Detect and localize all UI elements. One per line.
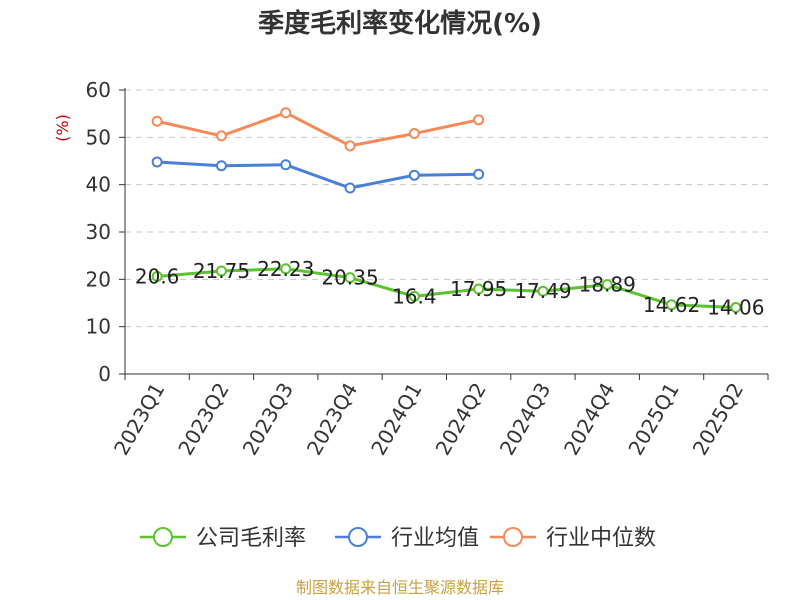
series-line-2 bbox=[156, 111, 479, 148]
series-1-point-2023Q1 bbox=[151, 156, 163, 168]
legend-item-2: 行业中位数 bbox=[490, 526, 656, 551]
series-lines bbox=[151, 107, 742, 313]
grid-lines bbox=[125, 89, 768, 328]
data-label-2024Q3: 17.49 bbox=[514, 279, 571, 303]
x-tick-label-2025Q2: 2025Q2 bbox=[688, 379, 748, 460]
legend-label-2: 行业中位数 bbox=[546, 526, 656, 551]
y-axis-label: (%) bbox=[53, 114, 72, 142]
data-label-2023Q4: 20.35 bbox=[321, 266, 378, 290]
series-1-point-2023Q4 bbox=[344, 182, 356, 194]
series-1-point-2024Q2 bbox=[473, 168, 485, 180]
data-label-2025Q2: 14.06 bbox=[707, 295, 764, 319]
legend-marker-2 bbox=[503, 527, 523, 547]
legend-item-1: 行业均值 bbox=[335, 526, 479, 551]
series-1-point-2023Q2 bbox=[215, 160, 227, 172]
series-line-0 bbox=[157, 267, 736, 309]
x-tick-label-2023Q2: 2023Q2 bbox=[173, 379, 233, 460]
x-tick-label-2025Q1: 2025Q1 bbox=[623, 379, 683, 460]
series-line-1 bbox=[157, 160, 479, 190]
x-tick-label-2023Q1: 2023Q1 bbox=[109, 379, 169, 460]
series-0-point-2024Q3 bbox=[537, 285, 549, 297]
data-label-2024Q1: 16.4 bbox=[392, 284, 437, 308]
y-tick-label-0: 0 bbox=[98, 362, 111, 386]
data-label-2025Q1: 14.62 bbox=[643, 293, 700, 317]
series-1-point-2024Q1 bbox=[408, 169, 420, 181]
x-tick-label-2023Q4: 2023Q4 bbox=[302, 379, 362, 460]
series-0-point-2023Q4 bbox=[344, 272, 356, 284]
data-label-2024Q4: 18.89 bbox=[579, 273, 636, 297]
series-0-point-2025Q1 bbox=[666, 299, 678, 311]
data-label-2023Q2: 21.75 bbox=[193, 259, 250, 283]
series-2-point-2023Q3 bbox=[280, 107, 292, 119]
data-labels: 20.6 21.75 22.23 20.35 16.4 17.95 17.49 18.89 14… bbox=[135, 257, 765, 320]
data-label-2023Q3: 22.23 bbox=[257, 257, 314, 281]
series-2-point-2024Q2 bbox=[473, 114, 485, 126]
data-label-2024Q2: 17.95 bbox=[450, 277, 507, 301]
y-tick-label-60: 60 bbox=[86, 78, 111, 102]
series-2-point-2023Q1 bbox=[151, 115, 163, 127]
series-0-point-2023Q3 bbox=[280, 263, 292, 275]
x-tick-label-2024Q2: 2024Q2 bbox=[431, 379, 491, 460]
y-tick-label-10: 10 bbox=[86, 315, 111, 339]
series-1-point-2023Q3 bbox=[280, 159, 292, 171]
legend-label-0: 公司毛利率 bbox=[196, 526, 306, 551]
series-0-point-2024Q4 bbox=[601, 279, 613, 291]
series-0-point-2025Q2 bbox=[730, 301, 742, 313]
source-note: 制图数据来自恒生聚源数据库 bbox=[296, 578, 504, 597]
legend-label-1: 行业均值 bbox=[391, 526, 479, 551]
x-tick-label-2023Q3: 2023Q3 bbox=[238, 379, 298, 460]
chart-title: 季度毛利率变化情况(%) bbox=[258, 8, 542, 39]
y-tick-label-40: 40 bbox=[86, 173, 111, 197]
x-tick-label-2024Q1: 2024Q1 bbox=[366, 379, 426, 460]
y-tick-label-50: 50 bbox=[86, 125, 111, 149]
y-tick-label-30: 30 bbox=[86, 220, 111, 244]
series-0-point-2024Q2 bbox=[473, 283, 485, 295]
data-label-2023Q1: 20.6 bbox=[135, 264, 180, 288]
legend-marker-1 bbox=[348, 527, 368, 547]
series-0-point-2023Q2 bbox=[215, 265, 227, 277]
series-2-point-2023Q4 bbox=[344, 140, 356, 152]
legend-marker-0 bbox=[153, 527, 173, 547]
x-tick-label-2024Q4: 2024Q4 bbox=[559, 379, 619, 460]
y-tick-label-20: 20 bbox=[86, 267, 111, 291]
series-2-point-2023Q2 bbox=[215, 130, 227, 142]
legend: 公司毛利率 行业均值 行业中位数 bbox=[140, 526, 656, 551]
legend-item-0: 公司毛利率 bbox=[140, 526, 306, 551]
series-0-point-2024Q1 bbox=[408, 290, 420, 302]
series-2-point-2024Q1 bbox=[408, 128, 420, 140]
series-0-point-2023Q1 bbox=[151, 270, 163, 282]
x-tick-label-2024Q3: 2024Q3 bbox=[495, 379, 555, 460]
